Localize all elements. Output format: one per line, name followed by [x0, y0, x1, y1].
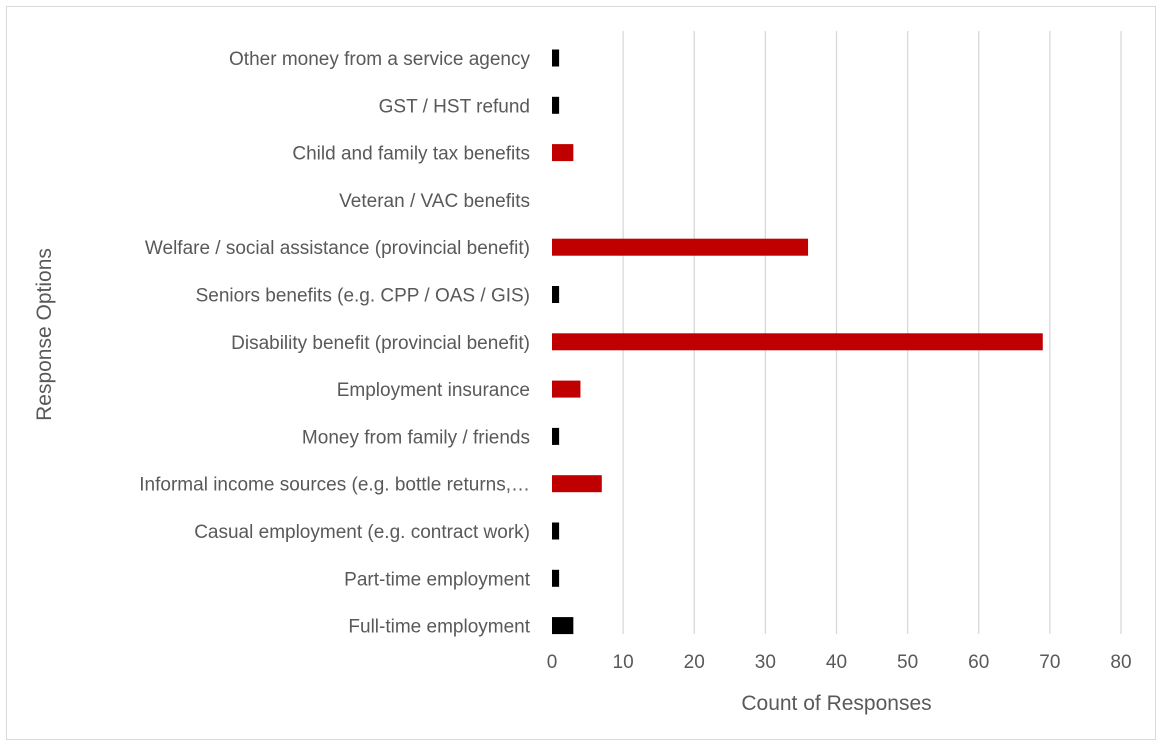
- x-tick-label: 0: [547, 652, 558, 673]
- x-tick-label: 10: [613, 652, 634, 673]
- bar: [552, 144, 574, 162]
- category-label: Welfare / social assistance (provincial …: [145, 238, 530, 259]
- category-label: GST / HST refund: [379, 96, 530, 117]
- x-tick-label: 20: [684, 652, 705, 673]
- category-label: Child and family tax benefits: [292, 144, 530, 165]
- bar: [552, 49, 560, 67]
- bar: [552, 427, 560, 445]
- bar: [552, 617, 574, 635]
- x-axis-title: Count of Responses: [741, 692, 931, 715]
- bar: [552, 333, 1043, 351]
- x-tick-label: 80: [1110, 652, 1131, 673]
- x-tick-label: 30: [755, 652, 776, 673]
- category-label: Employment insurance: [337, 380, 530, 401]
- category-label: Disability benefit (provincial benefit): [231, 333, 530, 354]
- category-label: Informal income sources (e.g. bottle ret…: [139, 475, 530, 496]
- category-label: Veteran / VAC benefits: [339, 191, 530, 212]
- bar: [552, 238, 809, 256]
- category-label: Full-time employment: [348, 617, 530, 638]
- category-label: Other money from a service agency: [229, 49, 530, 70]
- bar-chart: Other money from a service agency GST / H…: [33, 31, 1132, 715]
- x-tick-label: 70: [1039, 652, 1060, 673]
- gridlines: [622, 31, 1122, 634]
- chart-frame: Other money from a service agency GST / H…: [6, 6, 1156, 740]
- bars: [552, 49, 1043, 635]
- bar: [552, 380, 581, 398]
- x-tick-label: 40: [826, 652, 847, 673]
- x-tick-label: 60: [968, 652, 989, 673]
- x-tick-label: 50: [897, 652, 918, 673]
- bar: [552, 569, 560, 587]
- bar: [552, 475, 602, 493]
- category-label: Seniors benefits (e.g. CPP / OAS / GIS): [196, 286, 530, 307]
- category-labels: Other money from a service agency GST / H…: [139, 49, 530, 638]
- category-label: Money from family / friends: [302, 427, 530, 448]
- bar: [552, 286, 560, 303]
- category-label: Part-time employment: [344, 569, 531, 590]
- y-axis-title: Response Options: [33, 248, 56, 421]
- bar: [552, 522, 560, 540]
- category-label: Casual employment (e.g. contract work): [194, 522, 530, 543]
- bar: [552, 96, 560, 114]
- x-tick-labels: 0 10 20 30 40 50 60 70 80: [547, 652, 1132, 673]
